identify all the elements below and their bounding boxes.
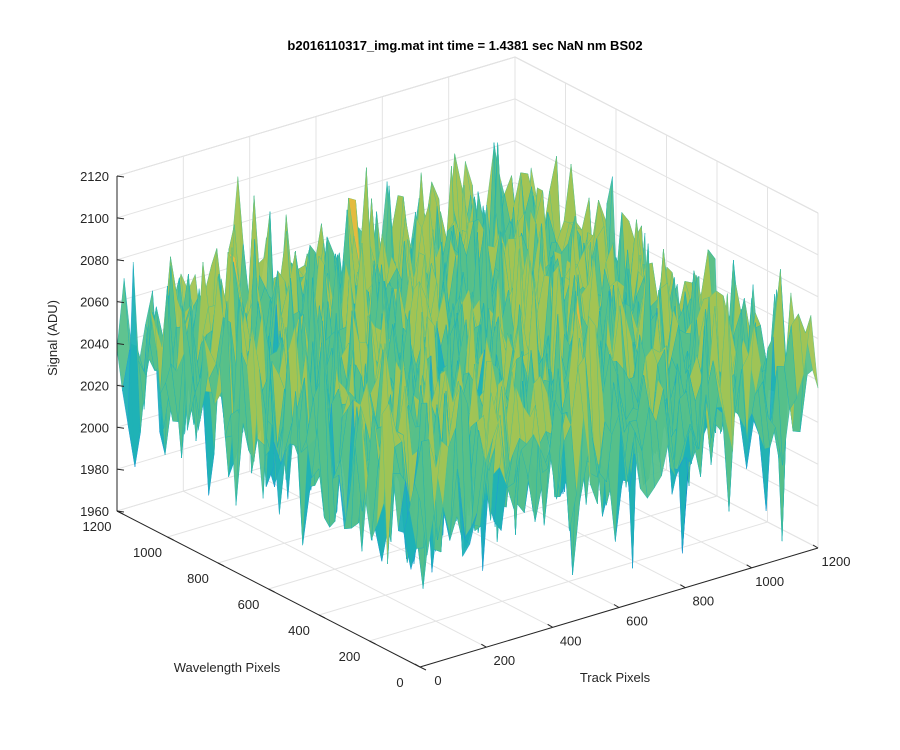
y-tick-label: 600 <box>238 597 260 612</box>
y-tick-mark <box>369 640 376 645</box>
z-tick-label: 2100 <box>80 211 109 226</box>
y-tick-mark <box>318 614 326 619</box>
y-tick-label: 200 <box>339 649 361 664</box>
y-tick-labels: 0 200 400 600 800 1000 1200 <box>83 519 404 690</box>
z-tick-label: 2020 <box>80 378 109 393</box>
y-tick-label: 800 <box>187 571 209 586</box>
x-tick-label: 200 <box>493 653 515 668</box>
x-tick-label: 400 <box>560 633 582 648</box>
chart-title: b2016110317_img.mat int time = 1.4381 se… <box>287 38 642 53</box>
x-tick-mark <box>812 544 819 549</box>
wall-grid-line <box>116 98 516 219</box>
surface-facet <box>414 441 428 556</box>
surface-mesh <box>116 142 819 589</box>
x-tick-label: 1200 <box>822 554 851 569</box>
x-tick-mark <box>414 663 421 668</box>
y-tick-label: 1200 <box>83 519 112 534</box>
y-axis-label: Wavelength Pixels <box>174 660 281 675</box>
x-tick-label: 0 <box>434 673 441 688</box>
z-tick-label: 2000 <box>80 420 109 435</box>
y-tick-label: 400 <box>288 623 310 638</box>
x-tick-mark <box>481 643 487 648</box>
z-axis-label: Signal (ADU) <box>45 300 60 376</box>
z-tick-mark <box>116 468 125 471</box>
y-tick-label: 1000 <box>133 545 162 560</box>
z-tick-mark <box>116 510 125 513</box>
z-tick-mark <box>116 259 125 262</box>
z-tick-label: 2120 <box>80 169 109 184</box>
y-tick-label: 0 <box>396 675 403 690</box>
wall-grid-line <box>514 56 819 214</box>
z-tick-mark <box>116 301 125 304</box>
wall-grid-line <box>514 98 819 256</box>
axes <box>116 175 819 671</box>
z-tick-label: 1960 <box>80 504 109 519</box>
wall-grid-line <box>514 140 819 298</box>
x-tick-label: 1000 <box>755 574 784 589</box>
floor-grid-line <box>318 495 718 616</box>
x-axis-label: Track Pixels <box>580 670 651 685</box>
z-tick-mark <box>116 217 125 220</box>
floor-grid-line <box>369 521 768 642</box>
wall-grid-line <box>116 140 516 261</box>
y-tick-mark <box>419 666 427 671</box>
z-tick-label: 2060 <box>80 295 109 310</box>
y-tick-mark <box>268 588 275 593</box>
x-tick-label: 600 <box>626 614 648 629</box>
z-tick-mark <box>116 343 125 345</box>
y-tick-mark <box>167 536 174 541</box>
x-tick-label: 800 <box>692 594 714 609</box>
x-tick-mark <box>613 604 620 608</box>
x-tick-mark <box>746 564 752 569</box>
z-tick-label: 1980 <box>80 462 109 477</box>
wall-grid-line <box>116 56 516 177</box>
z-tick-mark <box>116 175 125 178</box>
z-tick-mark <box>116 426 125 429</box>
x-tick-mark <box>680 584 686 589</box>
z-tick-mark <box>116 384 125 387</box>
x-tick-mark <box>547 623 553 628</box>
z-tick-label: 2040 <box>80 337 109 352</box>
z-tick-labels: 1960 1980 2000 2020 2040 2060 2080 2100 2120 <box>80 169 109 519</box>
x-tick-labels: 0 200 400 600 800 1000 1200 <box>434 554 850 688</box>
z-tick-label: 2080 <box>80 253 109 268</box>
y-tick-mark <box>217 562 225 567</box>
